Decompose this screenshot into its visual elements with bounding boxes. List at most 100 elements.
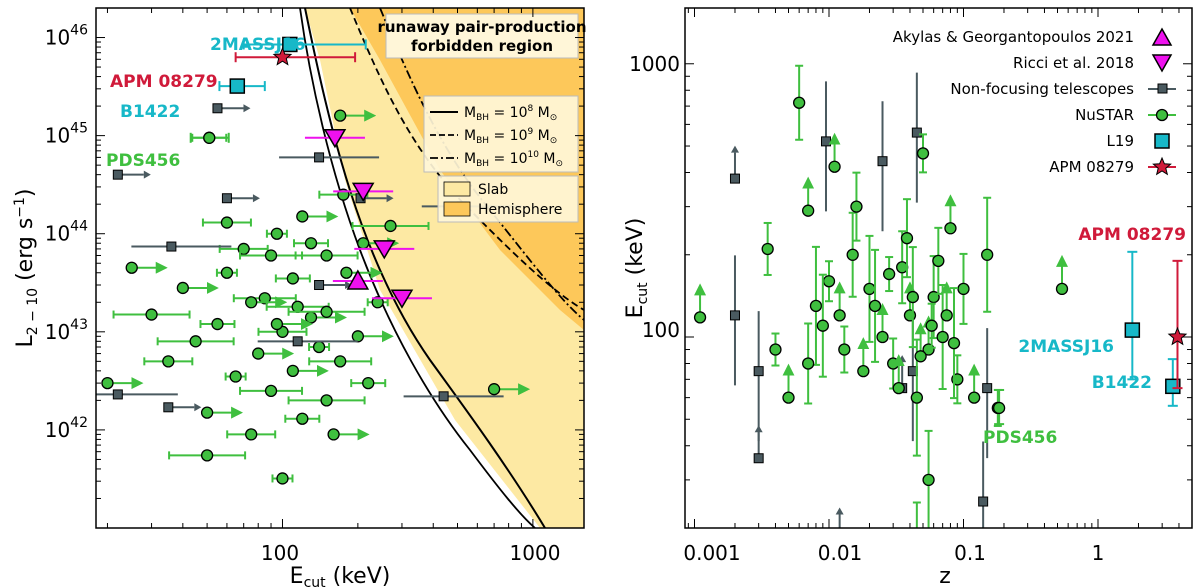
- nustar-point: [925, 302, 938, 349]
- nustar-point: [981, 196, 994, 313]
- legend-ricci-marker: [1151, 54, 1173, 73]
- left-ytick-1e43: 1043: [45, 317, 88, 344]
- left-xtick-100: 100: [261, 541, 299, 565]
- legend-mbh-1e8: MBH = 108 M⊙: [464, 104, 557, 123]
- left-ytick-1e46: 1046: [45, 23, 88, 50]
- nustar-point: [947, 287, 961, 400]
- nustar-point: [351, 330, 394, 343]
- nustar-point: [351, 219, 430, 233]
- nonfocus-point: [221, 193, 260, 204]
- nustar-point: [887, 337, 900, 390]
- nustar-point: [294, 249, 359, 262]
- nustar-point: [287, 305, 366, 318]
- right-panel: Akylas & Georgantopoulos 2021 Ricci et a…: [623, 7, 1193, 588]
- nustar-point: [245, 296, 288, 309]
- 2massj16-point: [1124, 250, 1141, 381]
- nustar-point: [224, 370, 247, 383]
- apm08279-point: [234, 46, 357, 66]
- nustar-point: [793, 64, 806, 141]
- left-ylabel: L2 − 10 (erg s−1): [12, 188, 41, 347]
- nustar-point: [957, 252, 970, 325]
- nustar-point: [850, 171, 863, 242]
- nustar-point: [802, 322, 815, 405]
- b1422-point: [218, 78, 266, 94]
- right-ticks: [685, 8, 1193, 529]
- legend-nonfocus-marker: [1157, 83, 1168, 94]
- forbidden-boundary: [299, 8, 536, 528]
- legend-nustar-marker: [1155, 108, 1169, 122]
- left-axes-frame: [95, 7, 585, 529]
- 2massj16-point: [242, 36, 367, 53]
- nustar-point: [239, 249, 304, 262]
- annotation-pds456-left: PDS456: [106, 151, 180, 171]
- nustar-point: [769, 332, 782, 367]
- nustar-point: [868, 248, 882, 363]
- right-ylabel: Ecut (keV): [623, 218, 651, 319]
- legend-l19: L19: [1107, 132, 1134, 150]
- nustar-point: [782, 363, 795, 404]
- right-legend: Akylas & Georgantopoulos 2021 Ricci et a…: [893, 27, 1176, 176]
- nonfocus-point: [314, 280, 353, 291]
- nustar-point: [199, 317, 236, 331]
- region-legend: Slab Hemisphere: [437, 175, 579, 223]
- annotation-b1422-right: B1422: [1092, 373, 1152, 393]
- right-xtick-0.01: 0.01: [818, 541, 863, 565]
- nonfocus-point: [978, 441, 989, 528]
- nustar-point: [833, 281, 846, 322]
- nonfocus-point: [877, 101, 888, 232]
- left-xlabel: Ecut (keV): [290, 564, 391, 588]
- left-ytick-1e44: 1044: [45, 219, 88, 246]
- nustar-point: [308, 340, 331, 354]
- left-panel: runaway pair-production forbidden region…: [12, 7, 587, 588]
- mbh-1e9-curve: [349, 8, 584, 311]
- nustar-point: [809, 245, 823, 366]
- nonfocus-point: [212, 103, 251, 114]
- nustar-point: [366, 296, 389, 309]
- right-ytick-100: 100: [642, 318, 680, 342]
- left-ticks: [96, 7, 584, 529]
- nustar-point: [761, 221, 774, 276]
- nonfocus-point: [257, 336, 358, 347]
- nustar-point: [828, 132, 841, 173]
- nustar-point: [916, 133, 930, 174]
- legend-ricci: Ricci et al. 2018: [1013, 54, 1134, 72]
- nustar-point: [308, 355, 373, 368]
- left-ytick-1e42: 1042: [45, 415, 88, 442]
- nonfocus-point: [729, 255, 740, 386]
- right-axes-frame: [684, 7, 1193, 529]
- nustar-point: [944, 194, 957, 235]
- nonfocus-point: [112, 169, 151, 180]
- legend-nonfocus: Non-focusing telescopes: [950, 80, 1134, 98]
- nustar-point: [286, 364, 329, 377]
- nustar-point: [293, 237, 330, 250]
- nustar-point: [201, 216, 252, 229]
- nustar-point: [334, 109, 377, 122]
- nustar-point: [252, 347, 295, 360]
- b1422-point: [1165, 358, 1181, 407]
- nustar-point: [882, 256, 896, 293]
- nustar-point: [226, 428, 277, 441]
- nustar-point: [257, 325, 308, 338]
- nonfocus-point: [131, 241, 232, 252]
- annotation-apm-left: APM 08279: [110, 72, 218, 92]
- nustar-point: [176, 281, 219, 295]
- forbidden-label-line1: runaway pair-production: [377, 18, 586, 36]
- nustar-point: [340, 266, 383, 279]
- nustar-point: [270, 317, 313, 331]
- nustar-point: [932, 226, 945, 295]
- right-xtick-0.001: 0.001: [683, 541, 740, 565]
- nustar-point: [876, 303, 889, 344]
- nustar-point: [239, 384, 304, 398]
- nustar-point: [215, 266, 238, 279]
- annotation-apm-right: APM 08279: [1078, 225, 1186, 245]
- ricci-point: [354, 240, 415, 260]
- nustar-point: [284, 412, 321, 425]
- legend-akylas-marker: [1151, 27, 1173, 46]
- nustar-point: [218, 242, 269, 256]
- legend-nustar: NuSTAR: [1075, 106, 1134, 124]
- nonfocus-point: [911, 72, 922, 203]
- annotation-2massj16-left: 2MASSJ16: [210, 35, 306, 55]
- annotation-2massj16-right: 2MASSJ16: [1018, 337, 1114, 357]
- forbidden-label-box: [385, 13, 579, 59]
